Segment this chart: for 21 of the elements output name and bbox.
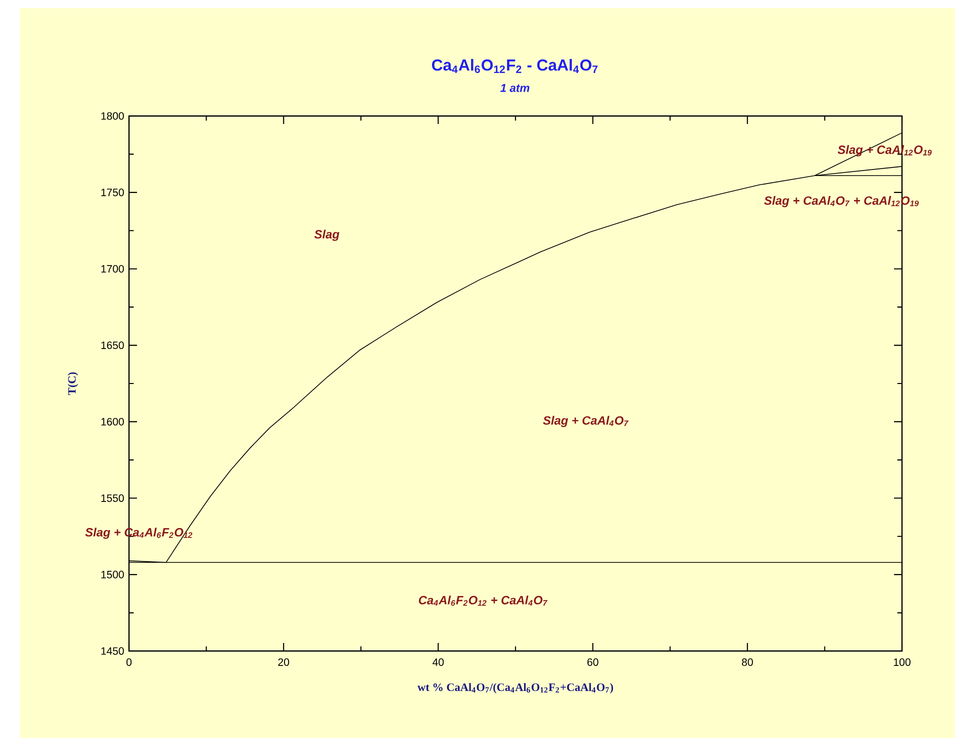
text: wt % CaAl$_{4}$O$_{7}$/(Ca$_{4}$Al$_{6}$O$_{12}$F$_{2}$+CaAl$_{4}$O$_{7}$) <box>418 683 614 694</box>
chart-subtitle: 1 atm <box>500 84 530 92</box>
annotation: Slag <box>314 230 340 241</box>
y-tick-label: 1550 <box>101 494 124 502</box>
y-tick-label: 1800 <box>101 112 124 120</box>
text: Ca$_{4}$Al$_{6}$F$_{2}$O$_{12}$ + CaAl$_{4}$O$_{7}$ <box>418 596 548 606</box>
y-tick-label: 1500 <box>101 570 124 578</box>
y-tick-label: 1750 <box>101 188 124 196</box>
y-tick-label: 1450 <box>101 647 124 655</box>
y-tick-label: 1600 <box>101 418 124 426</box>
y-tick-label: 1700 <box>101 265 124 273</box>
annotation: Slag + CaAl$_{4}$O$_{7}$ <box>543 416 628 428</box>
chart-title: Ca$_{4}$Al$_{6}$O$_{12}$F$_{2}$ - CaAl$_{4}$O$_{7}$ <box>432 58 598 74</box>
x-tick-label: 60 <box>587 658 598 666</box>
x-tick-label: 0 <box>126 658 132 666</box>
x-tick-label: 80 <box>742 658 753 666</box>
y-tick-label: 1650 <box>101 342 124 350</box>
x-tick-label: 100 <box>894 658 910 666</box>
y-axis-title: T(C) <box>68 372 78 395</box>
x-tick-label: 40 <box>432 658 444 666</box>
x-tick-label: 20 <box>278 658 290 666</box>
